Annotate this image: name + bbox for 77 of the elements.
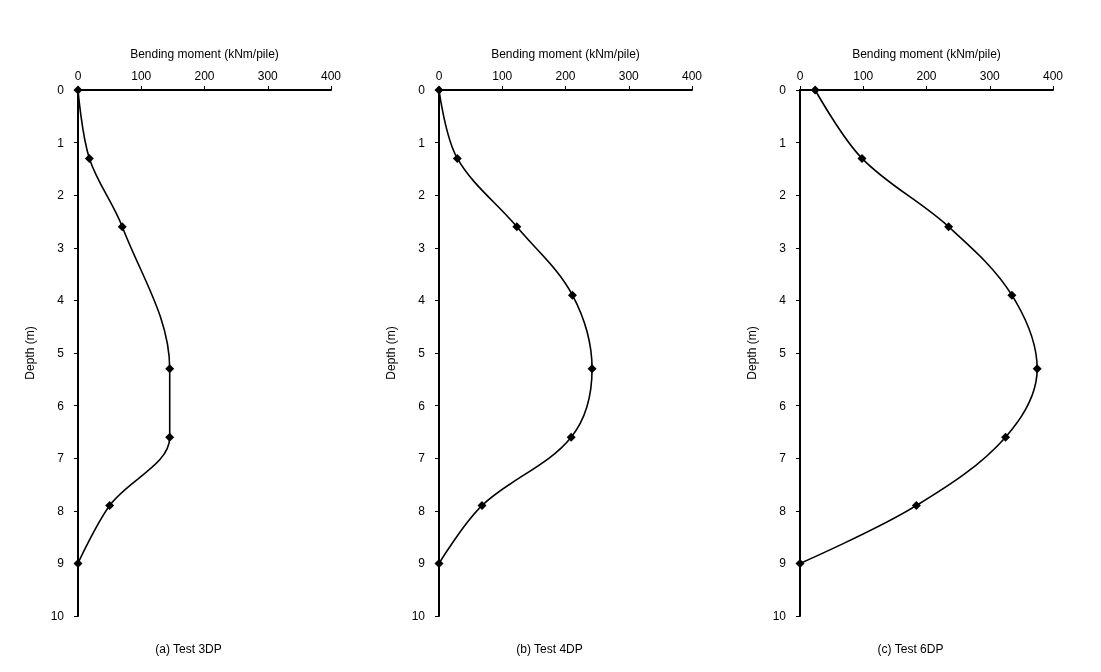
y-tick-label: 7 (57, 451, 65, 466)
y-tick-label: 2 (779, 188, 787, 203)
x-axis-title: Bending moment (kNm/pile) (491, 47, 640, 61)
y-tick-label: 6 (418, 398, 426, 413)
y-tick-label: 0 (779, 83, 787, 97)
point (452, 153, 462, 163)
point (512, 222, 522, 232)
y-tick-label: 7 (779, 451, 787, 466)
point (84, 153, 94, 163)
y-tick-label: 3 (418, 240, 426, 255)
y-tick-label: 3 (57, 240, 65, 255)
y-tick-label: 2 (57, 188, 65, 203)
point (857, 153, 867, 163)
text: (b) Test 4DP (516, 642, 583, 656)
y-axis-title: Depth (m) (23, 326, 37, 380)
y-tick-label: 4 (779, 293, 787, 308)
y-tick-label: 7 (418, 451, 426, 466)
point (567, 290, 577, 300)
y-tick-label: 4 (57, 293, 65, 308)
x-tick-label: 0 (435, 69, 443, 83)
y-tick-label: 1 (57, 135, 65, 150)
x-tick-label: 300 (257, 69, 279, 83)
x-axis-title: Bending moment (kNm/pile) (852, 47, 1001, 61)
point (1007, 290, 1017, 300)
y-tick-label: 9 (779, 556, 787, 571)
x-tick-label: 400 (320, 69, 342, 83)
point (566, 432, 576, 442)
point (1032, 364, 1042, 374)
y-tick-label: 6 (57, 398, 65, 413)
point (165, 432, 175, 442)
x-tick-label: 300 (618, 69, 640, 83)
text: (a) Test 3DP (155, 642, 222, 656)
x-tick-label: 100 (492, 69, 513, 83)
x-tick-label: 100 (853, 69, 874, 83)
y-tick-label: 5 (779, 346, 787, 360)
point (587, 364, 597, 374)
point (477, 501, 487, 511)
y-tick-label: 4 (418, 293, 426, 308)
point (117, 222, 127, 232)
y-tick-label: 1 (418, 135, 426, 150)
x-tick-label: 400 (1042, 69, 1064, 83)
y-tick-label: 9 (57, 556, 65, 571)
x-tick-label: 400 (681, 69, 703, 83)
x-axis-title: Bending moment (kNm/pile) (130, 47, 279, 61)
x-tick-label: 0 (74, 69, 82, 83)
x-tick-label: 0 (796, 69, 804, 83)
y-tick-label: 2 (418, 188, 426, 203)
y-tick-label: 8 (57, 503, 65, 518)
y-tick-label: 3 (779, 240, 787, 255)
y-tick-label: 10 (411, 609, 426, 623)
y-tick-label: 8 (418, 503, 426, 518)
y-tick-label: 5 (57, 346, 65, 360)
x-tick-label: 200 (555, 69, 576, 83)
y-tick-label: 9 (418, 556, 426, 571)
point (73, 85, 83, 95)
point (911, 501, 921, 511)
point (1001, 432, 1011, 442)
x-tick-label: 200 (916, 69, 937, 83)
point (810, 85, 820, 95)
y-axis-title: Depth (m) (745, 326, 759, 380)
y-tick-label: 6 (779, 398, 787, 413)
point (434, 85, 444, 95)
point (944, 222, 954, 232)
y-tick-label: 0 (418, 83, 426, 97)
x-tick-label: 300 (979, 69, 1001, 83)
x-tick-label: 100 (131, 69, 152, 83)
y-tick-label: 5 (418, 346, 426, 360)
y-tick-label: 10 (772, 609, 787, 623)
y-tick-label: 1 (779, 135, 787, 150)
text: (c) Test 6DP (877, 642, 944, 656)
y-tick-label: 8 (779, 503, 787, 518)
y-tick-label: 10 (50, 609, 65, 623)
y-tick-label: 0 (57, 83, 65, 97)
y-axis-title: Depth (m) (384, 326, 398, 380)
point (105, 501, 115, 511)
x-tick-label: 200 (194, 69, 215, 83)
point (165, 364, 175, 374)
